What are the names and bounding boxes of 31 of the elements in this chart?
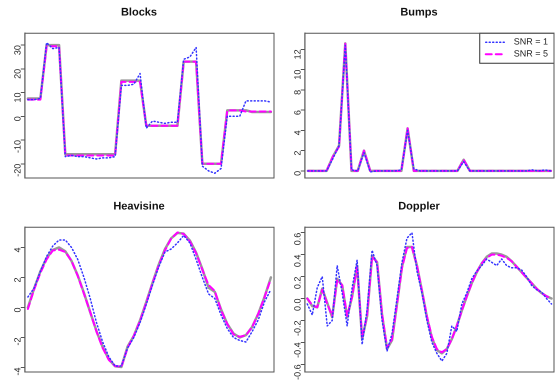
y-tick-label: 10 [292,70,302,80]
chart-title: Blocks [120,6,158,19]
y-tick-label: 20 [12,68,22,79]
y-tick-label: 8 [292,90,302,95]
chart-title: Bumps [400,6,438,19]
y-tick-label: 10 [12,92,22,103]
y-tick-label: 0 [12,116,22,122]
y-tick-label: 0.4 [292,254,302,268]
chart-title: Heavisine [113,200,165,213]
y-tick-label: 0.0 [292,298,302,312]
y-tick-label: 0.6 [292,232,302,246]
y-tick-label: 0 [292,170,302,176]
y-tick-label: -10 [12,140,22,154]
y-tick-label: 2 [292,150,302,156]
y-tick-label: -20 [12,164,22,177]
chart-title: Doppler [398,200,440,213]
y-tick-label: -2 [12,337,22,346]
y-tick-label: 4 [292,130,302,136]
legend-label: SNR = 5 [514,48,548,59]
y-tick-label: 6 [292,110,302,116]
y-tick-label: -0.2 [292,320,302,336]
y-tick-label: 4 [12,247,22,252]
y-tick-label: 0 [12,307,22,312]
y-tick-label: 2 [12,277,22,282]
y-tick-label: -0.4 [292,342,302,358]
y-tick-label: 30 [12,45,22,56]
y-tick-label: 0.2 [292,276,302,290]
y-tick-label: -4 [12,368,22,376]
legend-label: SNR = 1 [514,36,548,47]
y-tick-label: 12 [292,49,302,60]
y-tick-label: -0.6 [292,364,302,380]
